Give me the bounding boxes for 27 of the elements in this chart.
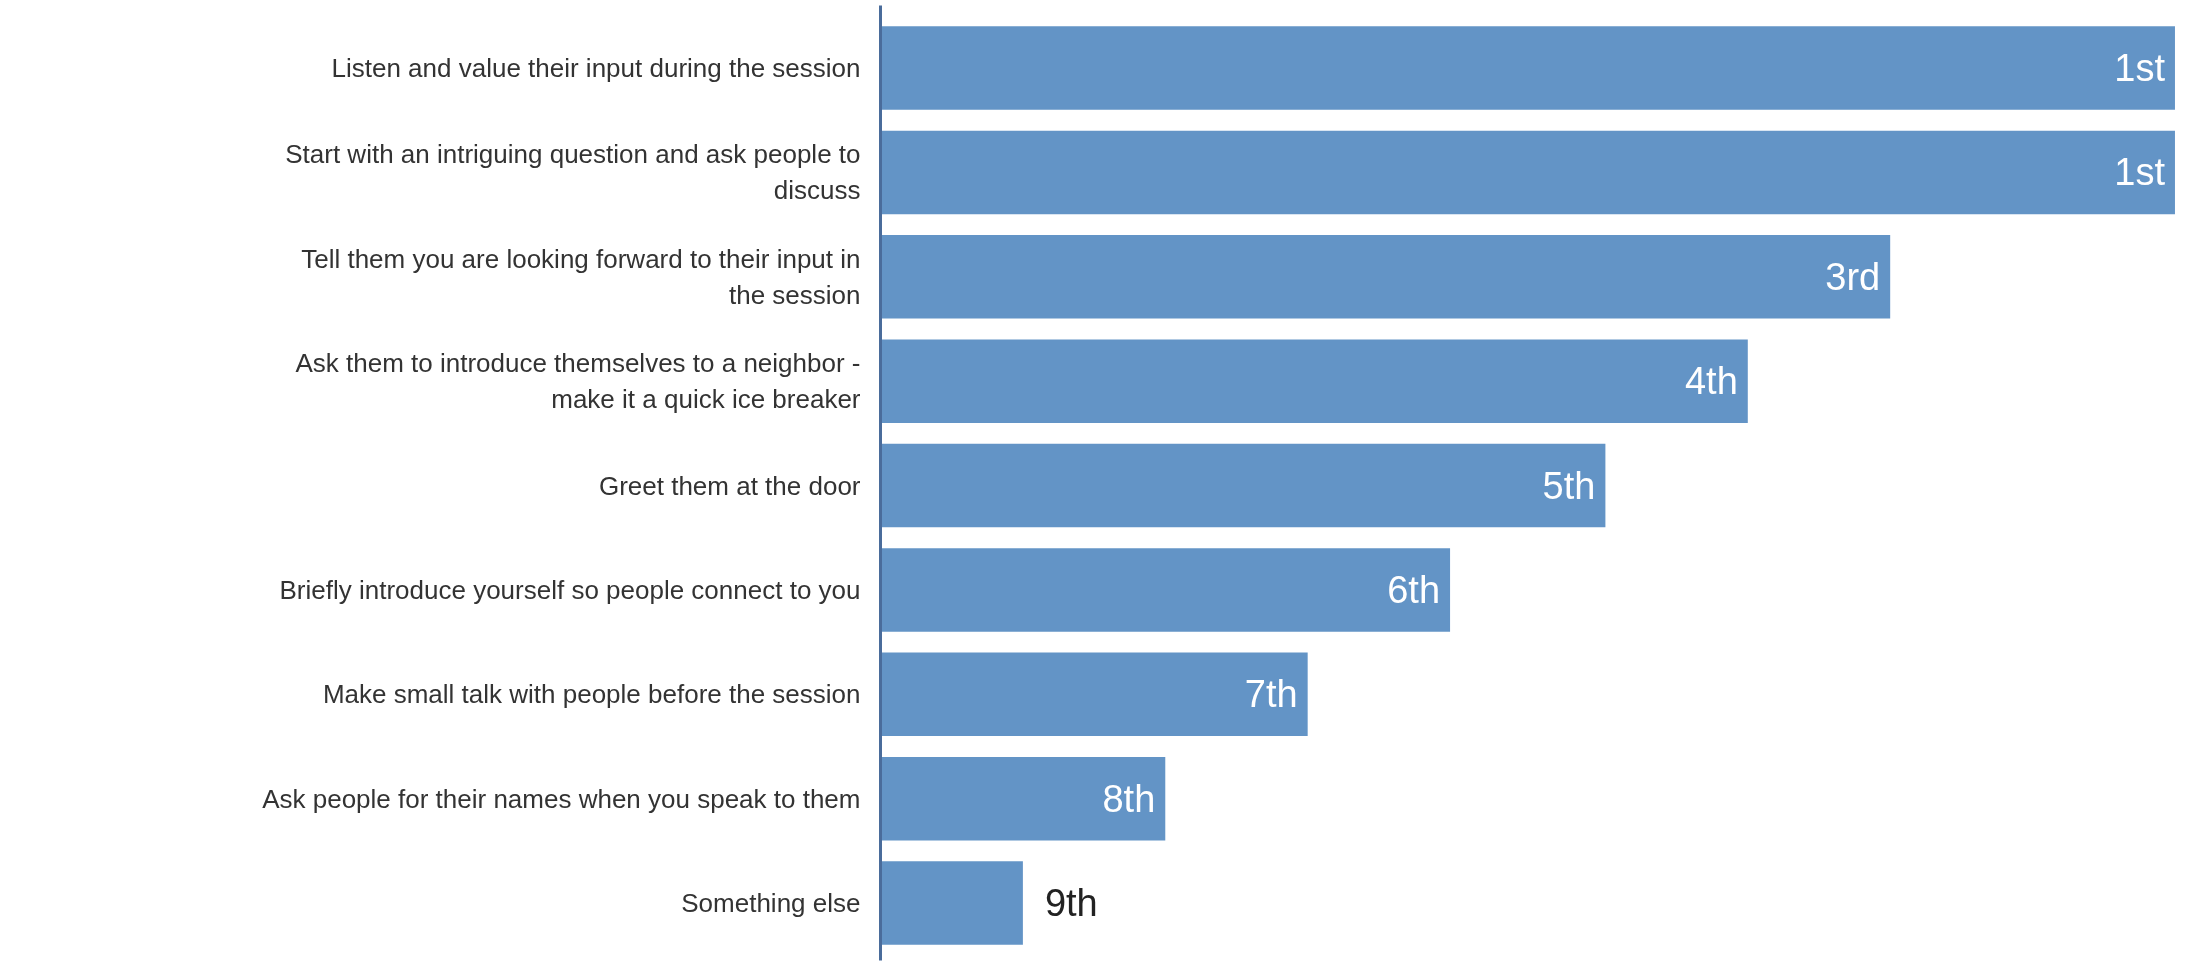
y-tick-label: Ask them to introduce themselves to a neighbor - make it a quick ice breaker <box>295 348 861 415</box>
annotation: 1st <box>2114 151 2166 194</box>
annotation: 7th <box>1244 673 1298 716</box>
y-tick-label: Start with an intriguing question and ask people to discuss <box>285 139 861 206</box>
bar <box>880 756 1166 841</box>
bar <box>880 235 1891 319</box>
y-tick-label: Listen and value their input during the session <box>331 53 861 84</box>
annotation: 1st <box>2114 47 2166 90</box>
annotation: 6th <box>1387 568 1441 611</box>
bar <box>880 548 1451 632</box>
annotation: 9th <box>1044 882 1098 925</box>
bar <box>880 443 1606 528</box>
y-tick-label: Briefly introduce yourself so people connect to you <box>279 574 861 605</box>
y-tick-label: Greet them at the door <box>598 470 861 501</box>
bar <box>880 339 1748 423</box>
y-tick-label: Ask people for their names when you speak to them <box>262 783 861 814</box>
bar <box>880 26 2175 110</box>
y-tick-label: Make small talk with people before the session <box>322 679 861 710</box>
y-tick-label: Something else <box>681 888 861 919</box>
annotation: 3rd <box>1825 255 1881 298</box>
annotation: 5th <box>1542 464 1596 507</box>
annotation: 8th <box>1102 777 1156 820</box>
y-tick-label: Tell them you are looking forward to their input in the session <box>301 243 861 310</box>
bar <box>880 130 2175 215</box>
annotation: 4th <box>1684 360 1738 403</box>
bar <box>880 652 1308 737</box>
bar <box>880 861 1023 945</box>
